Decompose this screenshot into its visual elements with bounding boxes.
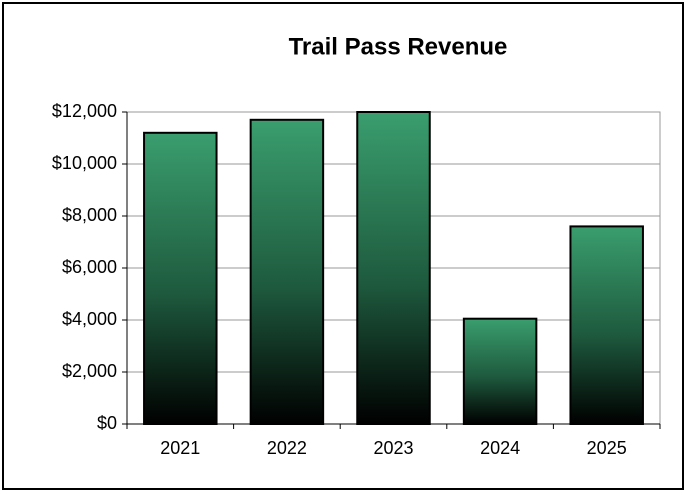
bar [143, 131, 218, 426]
x-tick-label: 2025 [587, 438, 627, 458]
y-tick-label: $6,000 [62, 257, 117, 277]
x-tick-label: 2024 [480, 438, 520, 458]
bar [462, 317, 538, 426]
y-tick-label: $4,000 [62, 309, 117, 329]
y-tick-label: $2,000 [62, 361, 117, 381]
y-tick-label: $10,000 [52, 153, 117, 173]
x-tick-label: 2021 [160, 438, 200, 458]
y-tick-label: $8,000 [62, 205, 117, 225]
y-tick-label: $0 [97, 413, 117, 433]
y-tick-label: $12,000 [52, 101, 117, 121]
bar [356, 111, 431, 425]
bar [249, 118, 325, 426]
chart-title: Trail Pass Revenue [289, 33, 508, 60]
x-tick-label: 2023 [373, 438, 413, 458]
x-tick-label: 2022 [267, 438, 307, 458]
bar [569, 225, 644, 425]
